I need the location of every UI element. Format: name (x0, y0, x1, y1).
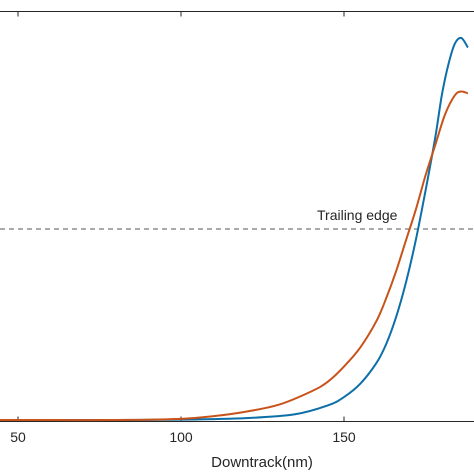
x-tick-label-0: 50 (10, 429, 26, 445)
x-tick-label-1: 100 (169, 429, 193, 445)
x-axis-ticks: 50 100 150 (10, 11, 356, 445)
x-axis-label: Downtrack(nm) (211, 454, 313, 471)
reference-line-group: Trailing edge (0, 207, 474, 230)
x-tick-label-2: 150 (332, 429, 356, 445)
plot-frame (0, 11, 474, 422)
trailing-edge-label: Trailing edge (317, 207, 398, 223)
series-group (0, 36, 469, 422)
series-line-2 (0, 90, 469, 422)
